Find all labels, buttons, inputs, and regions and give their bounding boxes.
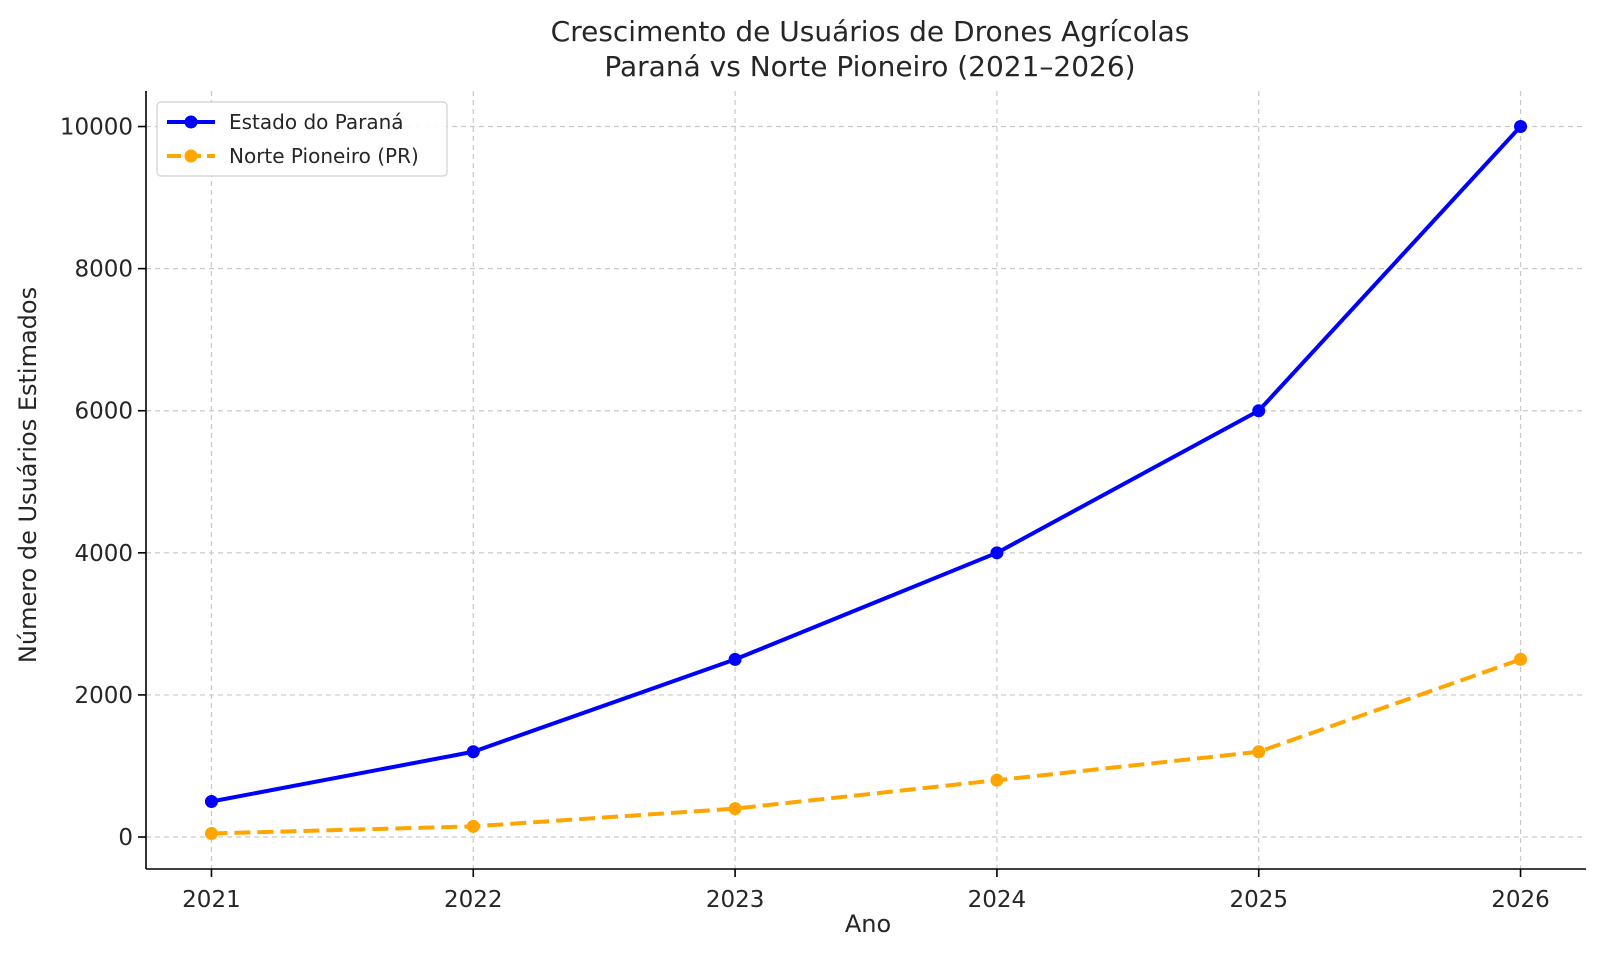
y-tick-label: 4000 (74, 541, 133, 567)
data-point (466, 745, 480, 759)
x-tick-label: 2022 (444, 887, 503, 913)
y-tick-label: 2000 (74, 683, 133, 709)
series-line (211, 657, 1522, 836)
x-tick-label: 2024 (968, 887, 1027, 913)
x-tick-label: 2021 (182, 887, 241, 913)
y-tick-label: 0 (118, 825, 133, 851)
legend: Estado do Paraná Norte Pioneiro (PR) (156, 101, 448, 177)
y-tick-label: 6000 (74, 399, 133, 425)
y-tick-label: 10000 (60, 115, 133, 141)
legend-swatch-marker (184, 115, 198, 129)
chart-subtitle: Paraná vs Norte Pioneiro (2021–2026) (604, 50, 1135, 83)
axes (138, 91, 1586, 877)
y-tick-label: 8000 (74, 257, 133, 283)
legend-label: Estado do Paraná (229, 110, 404, 134)
data-point (1252, 745, 1266, 759)
x-tick-label: 2023 (706, 887, 765, 913)
series-estado-do-paran (204, 120, 1528, 809)
data-point (728, 802, 742, 816)
data-point (990, 773, 1004, 787)
legend-box (156, 101, 448, 177)
x-tick-label: 2026 (1491, 887, 1550, 913)
tick-labels: 2021 2022 2023 2024 2025 2026 0 2000 4000 6000 800… (60, 115, 1550, 913)
x-tick-label: 2025 (1229, 887, 1288, 913)
data-point (204, 826, 218, 840)
data-point (1514, 652, 1528, 666)
data-point (1514, 120, 1528, 134)
series-norte-pioneiro-pr (204, 652, 1528, 840)
data-point (728, 652, 742, 666)
y-axis-label: Número de Usuários Estimados (14, 287, 42, 663)
data-point (990, 546, 1004, 560)
series-line (211, 125, 1523, 804)
legend-swatch-marker (184, 149, 198, 163)
data-point (204, 795, 218, 809)
legend-label: Norte Pioneiro (PR) (229, 144, 419, 168)
x-axis-label: Ano (845, 910, 891, 938)
series-group (204, 120, 1528, 840)
grid-lines (146, 91, 1586, 869)
chart-title: Crescimento de Usuários de Drones Agríco… (551, 15, 1190, 48)
data-point (1252, 404, 1266, 418)
data-point (466, 819, 480, 833)
